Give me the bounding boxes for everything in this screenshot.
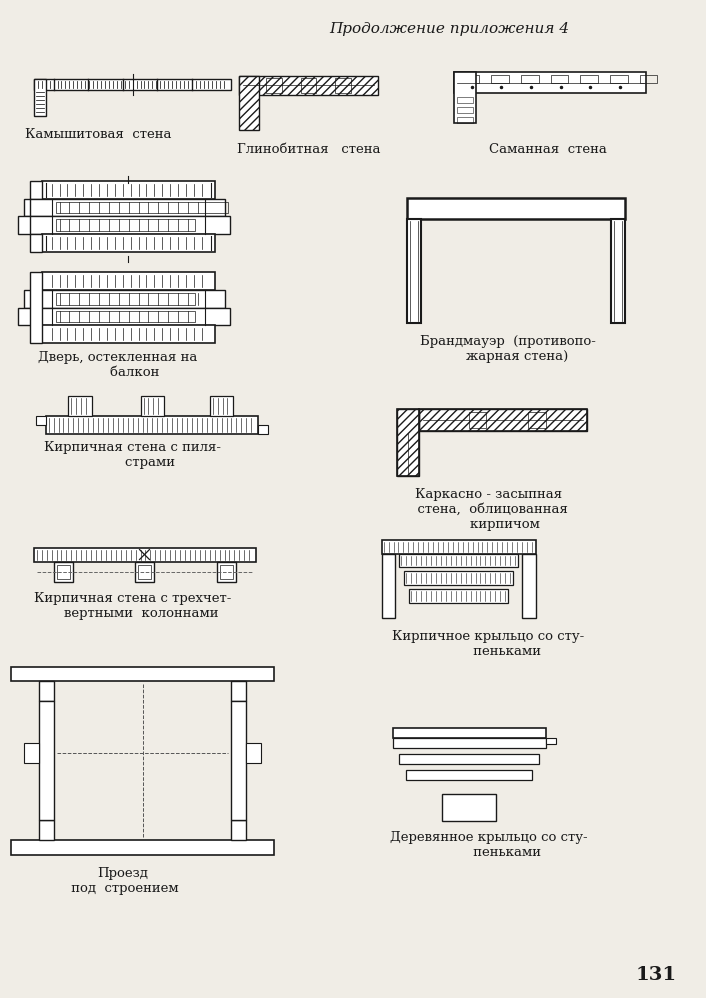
- Bar: [210, 396, 234, 416]
- Text: Саманная  стена: Саманная стена: [489, 143, 606, 156]
- Bar: [24, 289, 225, 307]
- Bar: [18, 307, 230, 325]
- Bar: [68, 396, 92, 416]
- Bar: [551, 75, 568, 84]
- Text: Продолжение приложения 4: Продолжение приложения 4: [329, 22, 569, 36]
- Bar: [610, 75, 628, 84]
- Bar: [42, 271, 215, 289]
- Text: Камышитовая  стена: Камышитовая стена: [25, 128, 172, 141]
- Bar: [522, 554, 536, 618]
- Bar: [30, 181, 42, 199]
- Text: Кирпичное крыльцо со сту-
         пеньками: Кирпичное крыльцо со сту- пеньками: [393, 630, 585, 658]
- Bar: [393, 729, 546, 738]
- Text: Проезд
 под  строением: Проезд под строением: [67, 867, 179, 895]
- Bar: [56, 220, 195, 232]
- Bar: [54, 563, 73, 582]
- Bar: [39, 702, 54, 820]
- Bar: [239, 76, 378, 96]
- Bar: [457, 98, 472, 104]
- Bar: [382, 540, 536, 554]
- Bar: [18, 217, 230, 235]
- Bar: [42, 235, 215, 252]
- Bar: [546, 738, 556, 744]
- Bar: [469, 412, 486, 427]
- Bar: [56, 566, 71, 579]
- Bar: [246, 743, 261, 762]
- Bar: [521, 75, 539, 84]
- Bar: [258, 424, 268, 433]
- Text: Кирпичная стена с трехчет-
    вертными  колоннами: Кирпичная стена с трехчет- вертными коло…: [34, 592, 232, 620]
- Bar: [454, 72, 647, 94]
- Bar: [56, 202, 229, 214]
- Bar: [419, 409, 587, 430]
- Text: Глинобитная   стена: Глинобитная стена: [237, 143, 381, 156]
- Bar: [382, 554, 395, 618]
- Bar: [462, 75, 479, 84]
- Bar: [611, 220, 625, 323]
- Bar: [407, 769, 532, 779]
- Bar: [36, 416, 46, 424]
- Text: Дверь, остекленная на
        балкон: Дверь, остекленная на балкон: [38, 351, 198, 379]
- Bar: [24, 743, 39, 762]
- Bar: [528, 412, 546, 427]
- Bar: [217, 563, 237, 582]
- Bar: [640, 75, 657, 84]
- Bar: [407, 220, 421, 323]
- Bar: [30, 235, 42, 252]
- Bar: [397, 409, 419, 476]
- Bar: [442, 793, 496, 821]
- Bar: [11, 840, 274, 855]
- Bar: [232, 820, 246, 840]
- Bar: [409, 589, 508, 603]
- Bar: [419, 409, 587, 430]
- Bar: [491, 75, 509, 84]
- Bar: [397, 409, 419, 476]
- Bar: [400, 554, 518, 568]
- Bar: [42, 181, 215, 199]
- Bar: [393, 738, 546, 748]
- Bar: [407, 198, 625, 220]
- Bar: [34, 548, 256, 563]
- Bar: [580, 75, 598, 84]
- Text: Каркасно - засыпная
  стена,  облицованная
        кирпичом: Каркасно - засыпная стена, облицованная …: [409, 488, 568, 531]
- Bar: [11, 667, 274, 682]
- Bar: [46, 416, 258, 433]
- Bar: [140, 396, 164, 416]
- Text: Деревянное крыльцо со сту-
         пеньками: Деревянное крыльцо со сту- пеньками: [390, 831, 587, 859]
- Bar: [266, 78, 282, 94]
- Bar: [232, 702, 246, 820]
- Bar: [42, 325, 215, 343]
- Bar: [457, 117, 472, 123]
- Bar: [34, 79, 46, 116]
- Bar: [39, 820, 54, 840]
- Text: Кирпичная стена с пиля-
        страми: Кирпичная стена с пиля- страми: [44, 441, 221, 469]
- Bar: [239, 76, 259, 130]
- Bar: [301, 78, 316, 94]
- Text: Брандмауэр  (противопо-
    жарная стена): Брандмауэр (противопо- жарная стена): [420, 335, 596, 363]
- Bar: [335, 78, 351, 94]
- Bar: [24, 199, 225, 217]
- Bar: [135, 563, 155, 582]
- Bar: [56, 292, 195, 304]
- Bar: [232, 682, 246, 702]
- Bar: [39, 682, 54, 702]
- Bar: [138, 566, 151, 579]
- Bar: [30, 271, 42, 343]
- Text: 131: 131: [636, 966, 677, 984]
- Bar: [220, 566, 234, 579]
- Bar: [56, 310, 195, 322]
- Bar: [34, 79, 232, 91]
- Bar: [457, 108, 472, 113]
- Bar: [400, 753, 539, 763]
- Bar: [454, 72, 476, 123]
- Bar: [405, 572, 513, 585]
